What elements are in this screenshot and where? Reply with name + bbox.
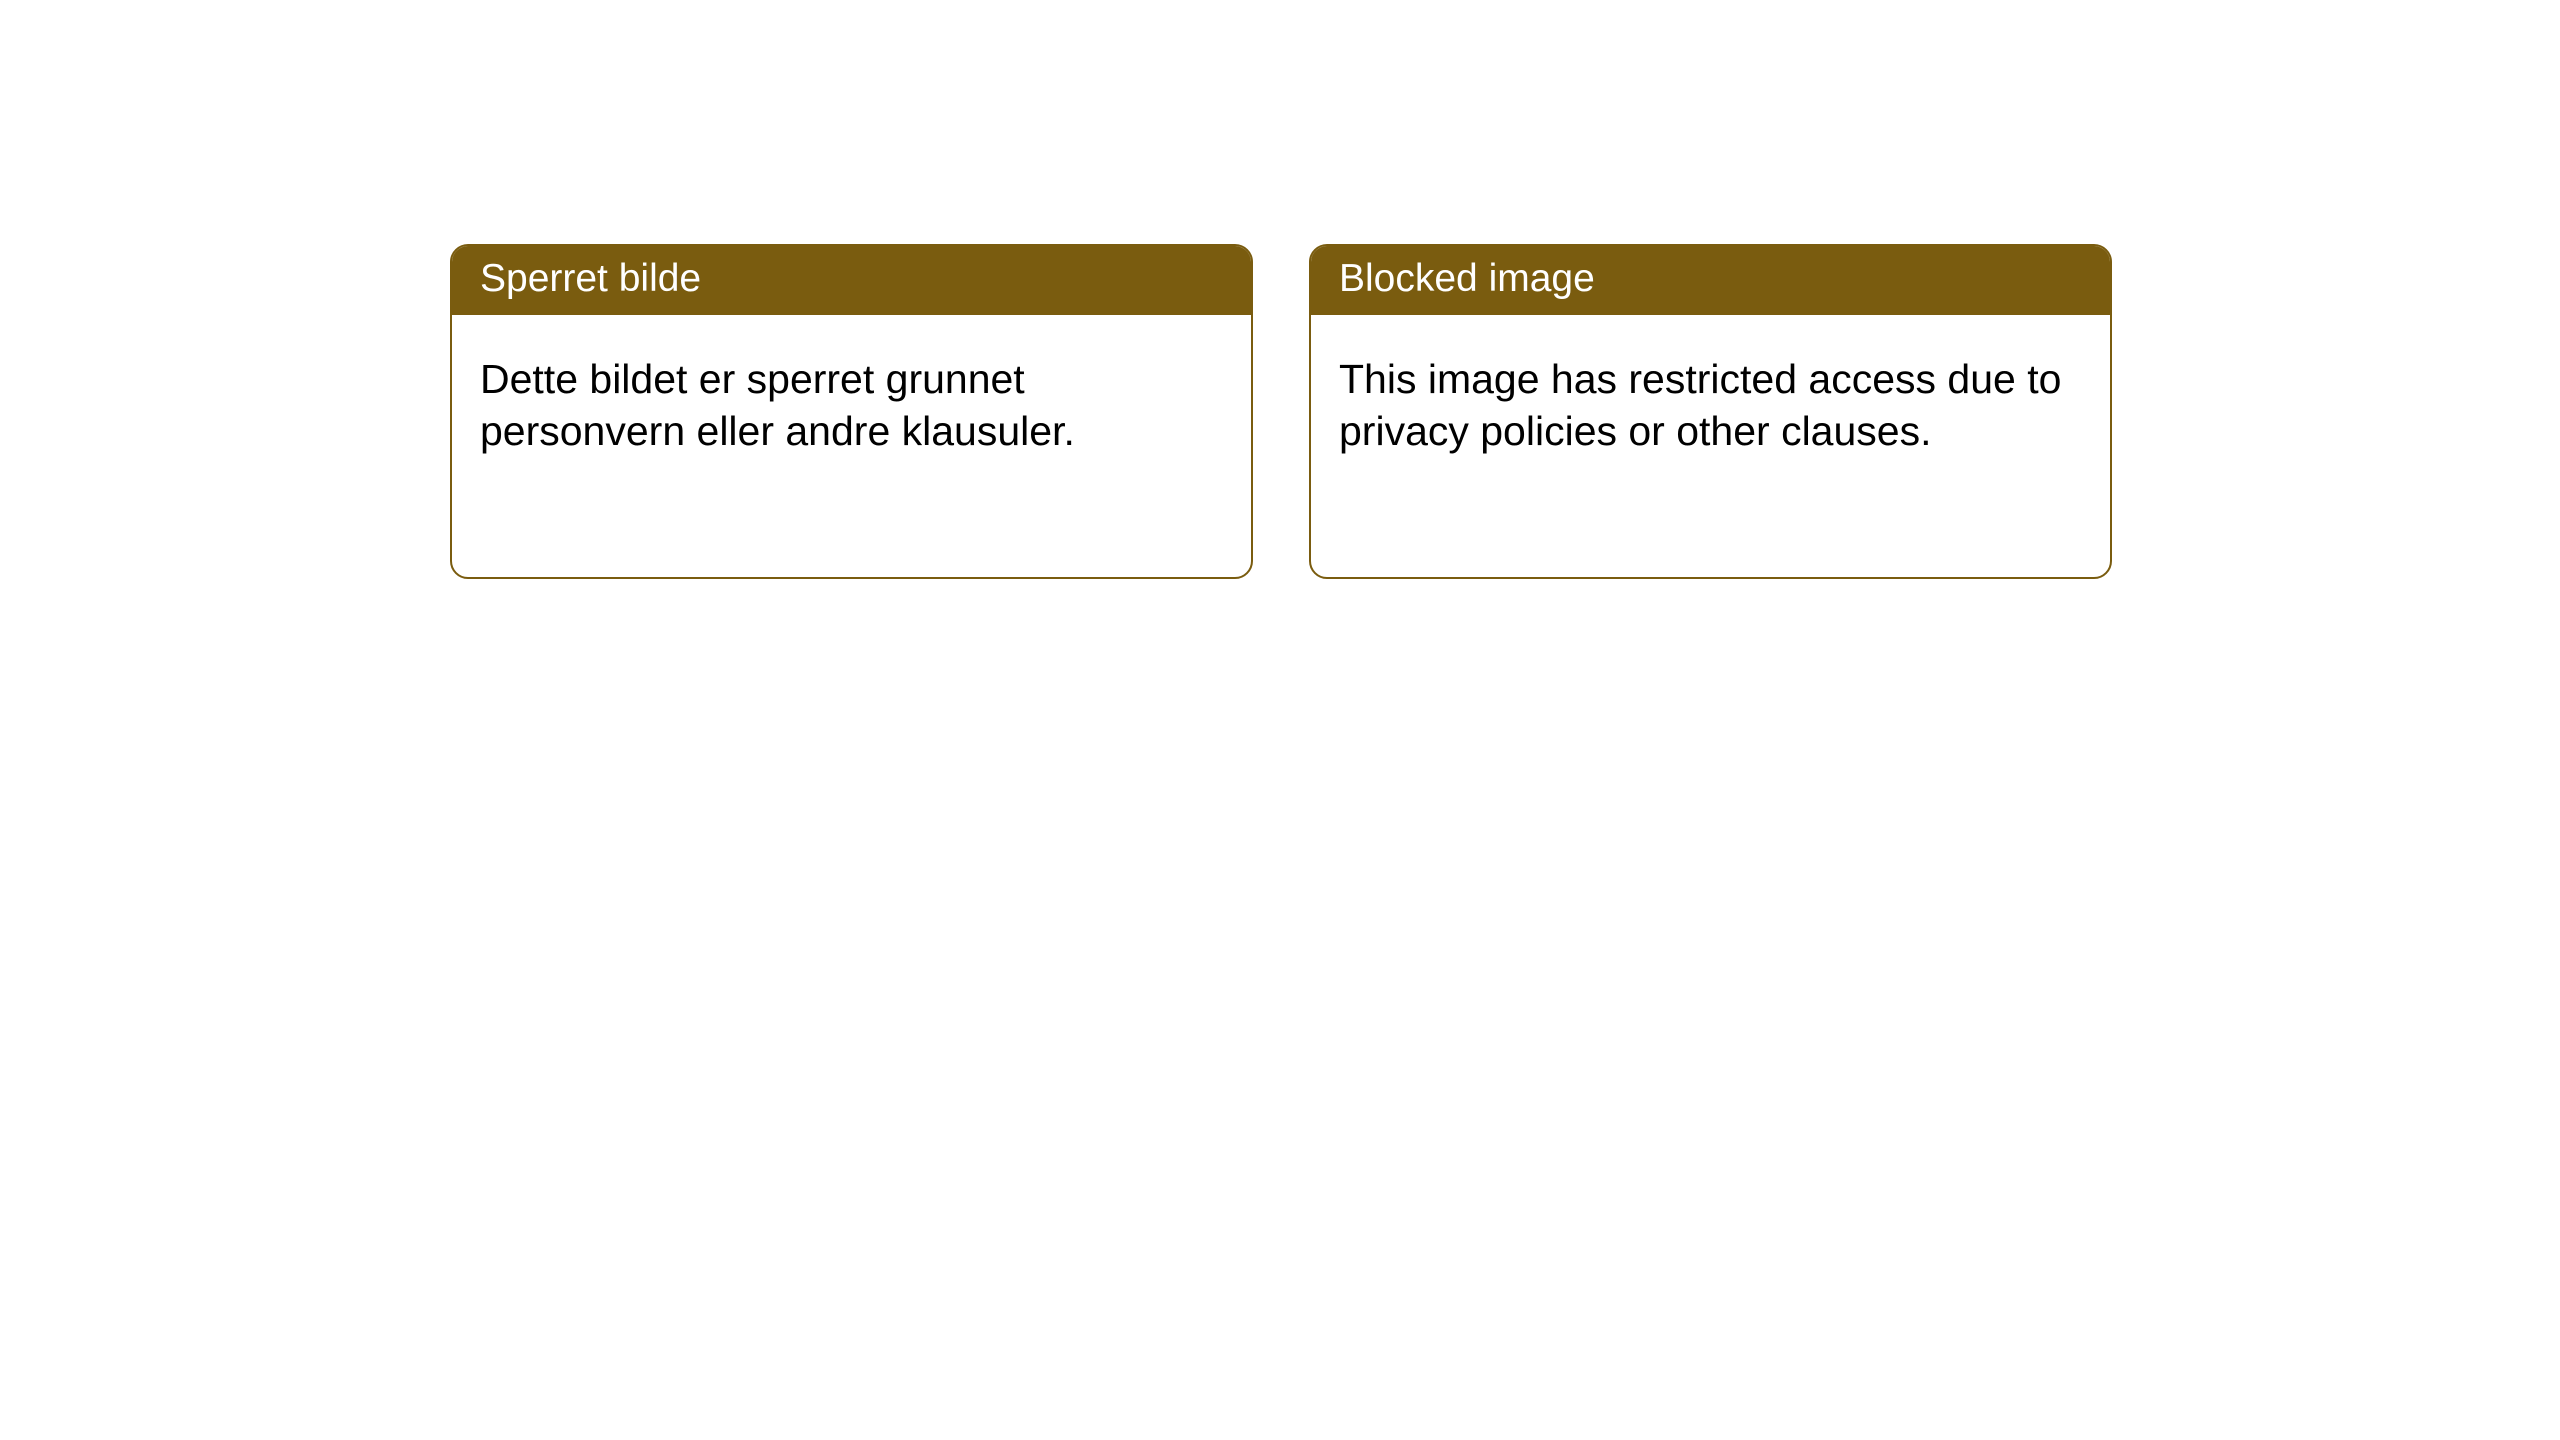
notice-card-norwegian: Sperret bilde Dette bildet er sperret gr… [450, 244, 1253, 579]
notice-body-norwegian: Dette bildet er sperret grunnet personve… [452, 315, 1251, 496]
notice-body-english: This image has restricted access due to … [1311, 315, 2110, 496]
notice-title-norwegian: Sperret bilde [452, 246, 1251, 315]
notice-title-english: Blocked image [1311, 246, 2110, 315]
notice-card-english: Blocked image This image has restricted … [1309, 244, 2112, 579]
notice-container: Sperret bilde Dette bildet er sperret gr… [0, 0, 2560, 579]
